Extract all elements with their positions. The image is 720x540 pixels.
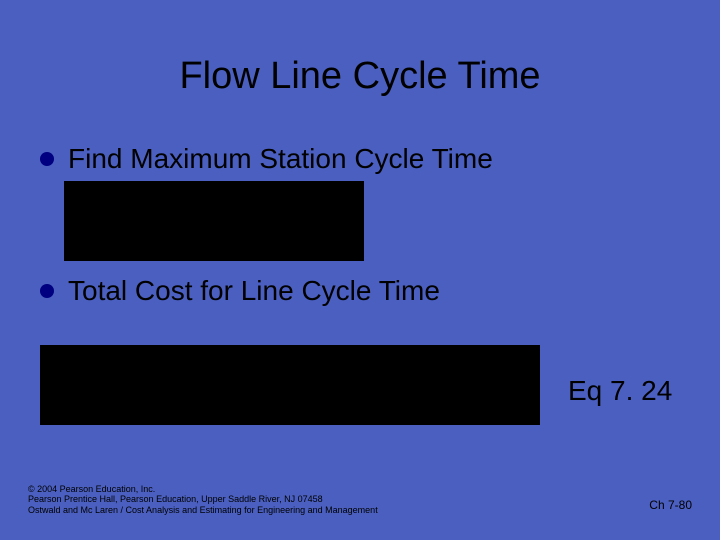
bullet-list: Find Maximum Station Cycle Time Total Co…	[0, 98, 720, 307]
footer-line: Pearson Prentice Hall, Pearson Education…	[28, 494, 378, 504]
bullet-dot-icon	[40, 284, 54, 298]
footer-line: Ostwald and Mc Laren / Cost Analysis and…	[28, 505, 378, 515]
footer-copyright: © 2004 Pearson Education, Inc. Pearson P…	[28, 484, 378, 515]
bullet-item-1: Find Maximum Station Cycle Time	[40, 143, 720, 175]
slide: Flow Line Cycle Time Find Maximum Statio…	[0, 0, 720, 540]
bullet-text: Total Cost for Line Cycle Time	[68, 275, 440, 306]
equation-label: Eq 7. 24	[568, 375, 672, 407]
redaction-box-1	[64, 181, 364, 261]
slide-title: Flow Line Cycle Time	[0, 0, 720, 98]
redaction-box-2	[40, 345, 540, 425]
bullet-item-2: Total Cost for Line Cycle Time	[40, 275, 720, 307]
bullet-text: Find Maximum Station Cycle Time	[68, 143, 493, 174]
bullet-dot-icon	[40, 152, 54, 166]
footer-line: © 2004 Pearson Education, Inc.	[28, 484, 378, 494]
page-number: Ch 7-80	[649, 498, 692, 512]
